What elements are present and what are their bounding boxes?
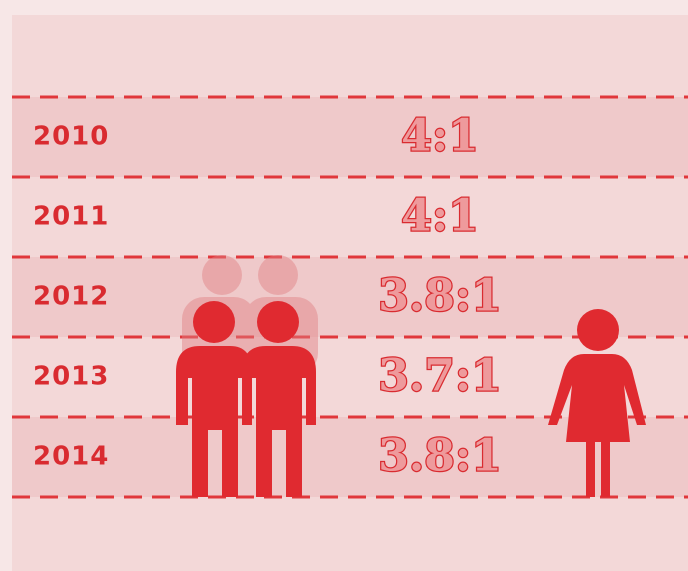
ratio-label: 3.8:1	[378, 271, 501, 322]
ratio-label: 3.7:1	[378, 351, 501, 402]
woman	[548, 309, 646, 497]
bands: 2010 2011 2012 2013 2014	[12, 95, 688, 499]
year-label: 2013	[33, 362, 109, 392]
year-label: 2011	[33, 202, 109, 232]
row-band	[12, 97, 688, 177]
ratio-label: 3.8:1	[378, 431, 501, 482]
man	[176, 301, 252, 497]
man	[242, 301, 316, 497]
year-label: 2014	[33, 442, 109, 472]
row-band	[12, 257, 688, 337]
ratio-label: 4:1	[401, 191, 478, 242]
ratio-label: 4:1	[401, 111, 478, 162]
year-label: 2012	[33, 282, 109, 312]
year-label: 2010	[33, 122, 109, 152]
people	[176, 255, 646, 497]
